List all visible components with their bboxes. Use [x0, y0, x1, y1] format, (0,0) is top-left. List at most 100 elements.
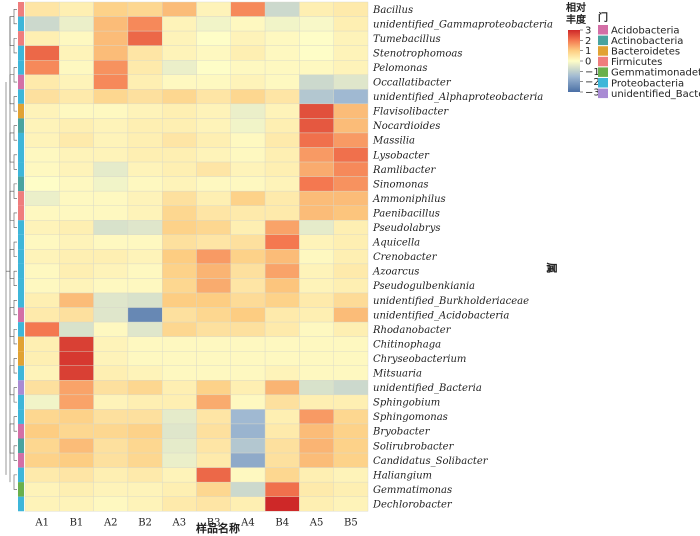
heatmap-cell	[196, 496, 231, 512]
dendrogram-branch	[13, 125, 17, 141]
heatmap-cell	[333, 249, 369, 265]
heatmap-cell	[230, 249, 266, 265]
heatmap-cell	[93, 409, 129, 425]
heatmap-cell	[333, 89, 369, 105]
heatmap-cell	[196, 394, 231, 410]
color-legend-title-line2: 丰度	[566, 13, 587, 26]
heatmap-cell	[127, 263, 163, 279]
heatmap-cell	[24, 220, 60, 236]
heatmap-cell	[127, 336, 163, 352]
heatmap-cell	[299, 336, 334, 352]
heatmap-cell	[59, 89, 94, 105]
phylum-bar-segment	[18, 45, 24, 61]
heatmap-cell	[196, 60, 231, 75]
heatmap-cell	[161, 380, 197, 396]
dendrogram-branch	[13, 299, 17, 316]
color-scale-bar	[568, 30, 580, 92]
color-scale-tick-label: 2	[585, 36, 591, 47]
heatmap-cell	[93, 292, 129, 308]
heatmap-cell	[333, 176, 369, 192]
phylum-annotation-bar	[18, 2, 24, 512]
heatmap-cell	[299, 60, 334, 75]
heatmap-cell	[196, 423, 231, 439]
row-label: Pelomonas	[372, 63, 427, 74]
heatmap-cell	[24, 380, 60, 396]
heatmap-cell	[59, 365, 94, 381]
row-label: Ammoniphilus	[372, 194, 446, 205]
heatmap-cell	[230, 467, 266, 483]
dendrogram-branch	[13, 67, 17, 83]
heatmap-cells	[24, 1, 369, 512]
heatmap-cell	[299, 205, 334, 221]
heatmap-cell	[264, 1, 300, 17]
heatmap-cell	[93, 30, 129, 46]
heatmap-cell	[59, 16, 94, 32]
heatmap-cell	[127, 16, 163, 32]
phylum-legend-label: Firmicutes	[611, 57, 662, 68]
row-label: Mitsuaria	[372, 369, 422, 380]
heatmap-cell	[127, 147, 163, 163]
color-scale-tick-label: 1	[585, 46, 591, 57]
heatmap-cell	[161, 409, 197, 425]
heatmap-cell	[299, 89, 334, 105]
column-labels: A1 B1 A2 B2 A3 B3 A4 B4 A5 B5	[34, 517, 357, 528]
heatmap-cell	[161, 220, 197, 236]
heatmap-cell	[161, 496, 197, 512]
phylum-bar-segment	[18, 89, 24, 104]
heatmap-cell	[230, 161, 266, 177]
dendrogram-branch	[13, 445, 17, 461]
heatmap-cell	[333, 161, 369, 177]
heatmap-cell	[196, 438, 231, 454]
heatmap-cell	[127, 234, 163, 250]
heatmap-cell	[299, 132, 334, 148]
heatmap-cell	[127, 292, 163, 308]
phylum-bar-segment	[18, 60, 24, 75]
heatmap-cell	[196, 16, 231, 32]
heatmap-cell	[264, 161, 300, 177]
phylum-bar-segment	[18, 74, 24, 90]
heatmap-cell	[161, 263, 197, 279]
heatmap-cell	[230, 74, 266, 90]
heatmap-cell	[196, 467, 231, 483]
heatmap-cell	[127, 365, 163, 381]
dendrogram-branch	[13, 241, 17, 257]
heatmap-cell	[127, 60, 163, 75]
heatmap-cell	[59, 292, 94, 308]
heatmap-cell	[264, 74, 300, 90]
heatmap-cell	[264, 481, 300, 497]
heatmap-cell	[230, 60, 266, 75]
phylum-legend: 门 AcidobacteriaActinobacteriaBacteroidet…	[598, 11, 700, 100]
heatmap-cell	[24, 278, 60, 294]
phylum-bar-segment	[18, 467, 24, 483]
heatmap-cell	[93, 118, 129, 134]
heatmap-cell	[299, 321, 334, 337]
heatmap-cell	[24, 481, 60, 497]
heatmap-cell	[230, 292, 266, 308]
phylum-bar-segment	[18, 191, 24, 206]
y-axis-title: 属	[545, 263, 558, 274]
heatmap-cell	[24, 45, 60, 61]
row-label: Paenibacillus	[372, 208, 440, 219]
heatmap-cell	[196, 147, 231, 163]
heatmap-cell	[264, 321, 300, 337]
heatmap-cell	[93, 161, 129, 177]
heatmap-cell	[299, 292, 334, 308]
dendrogram-branch	[9, 190, 14, 221]
dendrogram-branch	[13, 96, 17, 112]
dendrogram-branch	[13, 38, 17, 54]
phylum-bar-segment	[18, 234, 24, 250]
heatmap-cell	[93, 351, 129, 366]
heatmap-cell	[299, 234, 334, 250]
heatmap-cell	[230, 147, 266, 163]
heatmap-cell	[24, 365, 60, 381]
heatmap-cell	[264, 438, 300, 454]
heatmap-cell	[230, 423, 266, 439]
row-label: unidentified_Gammaproteobacteria	[373, 19, 553, 30]
dendrogram-branch	[9, 249, 14, 279]
heatmap-cell	[24, 423, 60, 439]
phylum-legend-label: Gemmatimonadetes	[611, 68, 700, 79]
row-label: Rhodanobacter	[372, 325, 452, 336]
column-label: A5	[309, 517, 324, 528]
heatmap-cell	[333, 60, 369, 75]
heatmap-cell	[299, 161, 334, 177]
